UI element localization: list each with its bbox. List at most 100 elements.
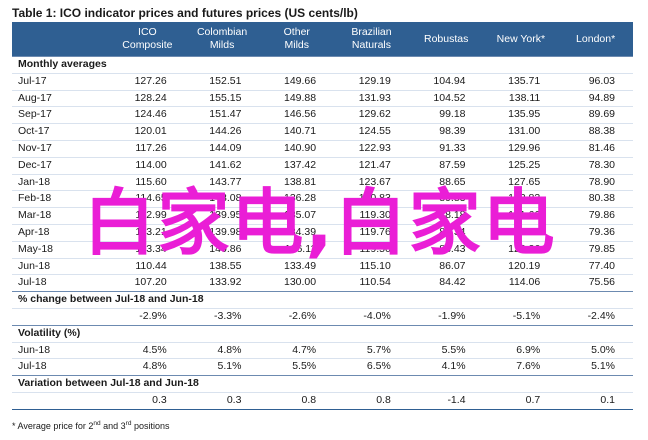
table-cell: 119.30 <box>334 207 409 225</box>
header-corner <box>12 22 111 57</box>
table-cell: 133.49 <box>259 257 335 275</box>
table-row: Feb-18 114.65 143.08 136.28 120.83 89.83 123.8… <box>12 190 633 208</box>
table-cell: 129.96 <box>483 139 559 158</box>
row-label: Jan-18 <box>12 173 111 191</box>
row-label: Oct-17 <box>12 123 111 141</box>
table-cell: 120.01 <box>110 123 185 141</box>
table-cell: 138.55 <box>184 257 260 275</box>
table-cell: 139.95 <box>184 207 260 225</box>
table-cell: 78.30 <box>558 156 633 175</box>
table-cell: 5.7% <box>334 341 409 359</box>
table-cell: 124.46 <box>110 106 185 124</box>
table-cell: 130.00 <box>259 274 335 292</box>
table-cell: -2.4% <box>558 307 633 326</box>
table-cell: -1.4 <box>408 391 484 410</box>
row-label <box>12 307 111 326</box>
table-cell: 123.67 <box>334 173 409 191</box>
table-cell: 79.85 <box>558 240 633 259</box>
table-row: Oct-17 120.01 144.26 140.71 124.55 98.39 131.0… <box>12 123 633 141</box>
table-cell: 5.0% <box>558 341 633 359</box>
row-label: Nov-17 <box>12 139 111 158</box>
table-cell: 123.83 <box>483 190 559 208</box>
table-cell: 4.8% <box>110 358 185 376</box>
table-cell: 151.47 <box>184 106 260 124</box>
table-cell: 110.44 <box>110 257 185 275</box>
table-cell: 128.24 <box>110 89 185 107</box>
table-cell: 6.5% <box>334 358 409 376</box>
table-cell: 133.92 <box>184 274 260 292</box>
column-header: ICO Composite <box>110 22 185 57</box>
table-cell: 4.8% <box>184 341 260 359</box>
table-cell: 129.62 <box>334 106 409 124</box>
table-cell: 89.83 <box>408 190 484 208</box>
row-label: Aug-17 <box>12 89 111 107</box>
table-cell: -2.6% <box>259 307 335 326</box>
table-cell: 137.42 <box>259 156 335 175</box>
row-label: Jun-18 <box>12 257 111 275</box>
column-header: London* <box>558 22 633 57</box>
table-cell: -5.1% <box>483 307 559 326</box>
table-cell: 84.42 <box>408 274 484 292</box>
table-cell: 86.07 <box>408 257 484 275</box>
table-cell: 88.34 <box>408 223 484 242</box>
table-cell: 91.33 <box>408 139 484 158</box>
table-row: Jul-17 127.26 152.51 149.66 129.19 104.94 135.… <box>12 72 633 91</box>
table-cell: 80.38 <box>558 190 633 208</box>
table-title: Table 1: ICO indicator prices and future… <box>12 6 358 20</box>
table-cell: 0.3 <box>110 391 185 410</box>
table-cell: 134.39 <box>259 223 335 242</box>
table-cell: 88.65 <box>408 173 484 191</box>
table-cell: 152.51 <box>184 72 260 91</box>
column-header: Colombian Milds <box>184 22 260 57</box>
table-cell: 141.62 <box>184 156 260 175</box>
table-cell: 144.26 <box>184 123 260 141</box>
table-cell: 120.83 <box>334 190 409 208</box>
table-cell: 4.7% <box>259 341 335 359</box>
table-cell: 5.5% <box>408 341 484 359</box>
table-cell: 114.06 <box>483 274 559 292</box>
section-header: Volatility (%) <box>12 324 633 343</box>
table-row: Aug-17 128.24 155.15 149.88 131.93 104.52 138.… <box>12 89 633 107</box>
section-header: Variation between Jul-18 and Jun-18 <box>12 375 633 393</box>
table-row: Jan-18 115.60 143.77 138.81 123.67 88.65 127.6… <box>12 173 633 191</box>
table-row: Sep-17 124.46 151.47 146.56 129.62 99.18 135.9… <box>12 106 633 124</box>
table-cell: 135.07 <box>259 207 335 225</box>
table-cell: 112.99 <box>110 207 185 225</box>
table-cell: 143.77 <box>184 173 260 191</box>
row-label: Jul-18 <box>12 274 111 292</box>
table-cell: 115.60 <box>110 173 185 191</box>
table-cell: 77.40 <box>558 257 633 275</box>
row-label: Mar-18 <box>12 207 111 225</box>
table-cell: 5.1% <box>558 358 633 376</box>
table-cell: 136.28 <box>259 190 335 208</box>
table-cell: 78.90 <box>558 173 633 191</box>
footnote: * Average price for 2nd and 3rd position… <box>12 420 170 431</box>
table-cell: 121.66 <box>483 207 559 225</box>
section-header-row: % change between Jul-18 and Jun-18 <box>12 291 633 309</box>
table-cell: 5.5% <box>259 358 335 376</box>
table-cell: 88.38 <box>558 123 633 141</box>
table-cell: 94.89 <box>558 89 633 107</box>
table-cell: 143.08 <box>184 190 260 208</box>
row-label: Jun-18 <box>12 341 111 359</box>
section-header: Monthly averages <box>12 56 633 74</box>
table-cell: 122.93 <box>334 139 409 158</box>
column-header: Brazilian Naturals <box>334 22 409 57</box>
table-cell: 114.00 <box>110 156 185 175</box>
table-cell: -1.9% <box>408 307 484 326</box>
table-cell: 140.71 <box>259 123 335 141</box>
watermark-overlay: 白家电,白家电 <box>83 181 557 265</box>
table-cell: 110.54 <box>334 274 409 292</box>
row-label: Jul-18 <box>12 358 111 376</box>
table-cell: 135.71 <box>483 72 559 91</box>
table-cell: -4.0% <box>334 307 409 326</box>
table-cell: 131.93 <box>334 89 409 107</box>
table-cell: 124.55 <box>334 123 409 141</box>
table-row: -2.9% -3.3% -2.6% -4.0% -1.9% -5.1% -2.4% <box>12 307 633 326</box>
row-label: Apr-18 <box>12 223 111 242</box>
table-row: Nov-17 117.26 144.09 140.90 122.93 91.33 129.9… <box>12 139 633 158</box>
table-cell: 79.86 <box>558 207 633 225</box>
table-cell: 149.66 <box>259 72 335 91</box>
table-cell: 79.36 <box>558 223 633 242</box>
row-label: Jul-17 <box>12 72 111 91</box>
